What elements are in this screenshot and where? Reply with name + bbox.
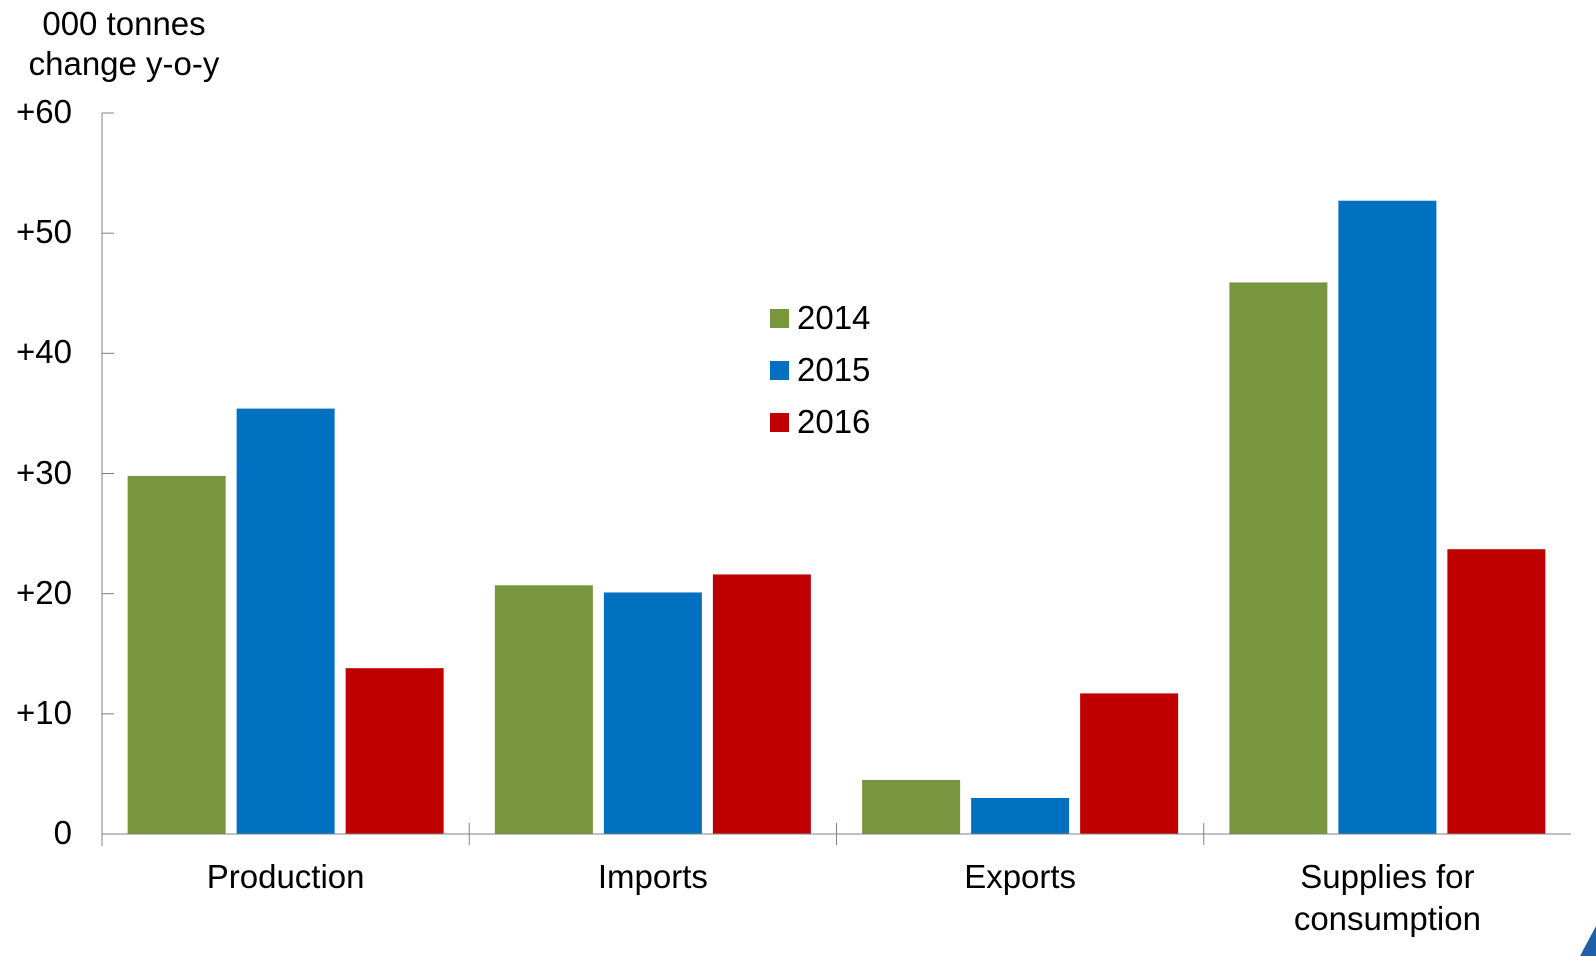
legend-swatch-2015 — [770, 360, 789, 380]
x-category-label-line: Supplies for — [1300, 858, 1475, 895]
y-axis-unit-line-1: 000 tonnes — [42, 5, 206, 42]
bar-2015-2 — [971, 797, 1070, 834]
bar-2014-0 — [127, 475, 226, 834]
legend-item-2015: 2015 — [770, 344, 870, 396]
legend-label-2015: 2015 — [797, 351, 871, 388]
bar-2014-1 — [494, 585, 593, 834]
x-category-label-line: Production — [206, 858, 365, 895]
y-tick-label-6: +60 — [16, 93, 72, 130]
bar-2015-0 — [236, 408, 335, 834]
bar-2014-3 — [1229, 282, 1328, 834]
y-tick-label-1: +10 — [16, 693, 72, 731]
y-tick-label-3: +30 — [16, 453, 72, 491]
x-category-label-2: Exports — [870, 856, 1170, 898]
bar-2016-3 — [1447, 549, 1546, 834]
y-axis-unit-line-2: change y-o-y — [28, 45, 220, 82]
legend-swatch-2014 — [770, 308, 789, 328]
y-tick-label-0: 0 — [53, 814, 72, 851]
legend-label-2016: 2016 — [797, 403, 871, 440]
bar-2015-3 — [1338, 200, 1437, 834]
bar-2016-1 — [712, 574, 811, 834]
y-tick-label-2: +20 — [16, 573, 72, 611]
x-category-label-line: consumption — [1293, 900, 1481, 937]
bar-2016-0 — [345, 668, 444, 834]
legend: 2014 2015 2016 — [770, 292, 870, 448]
x-category-label-line: Imports — [597, 858, 708, 895]
bar-2016-2 — [1080, 693, 1179, 834]
legend-item-2014: 2014 — [770, 292, 870, 344]
logo-corner-mark — [1580, 926, 1596, 956]
x-category-label-line: Exports — [964, 858, 1077, 895]
y-tick-label-4: +40 — [16, 333, 72, 371]
y-tick-label-5: +50 — [16, 213, 72, 251]
x-category-label-3: Supplies for consumption — [1237, 856, 1537, 940]
legend-swatch-2016 — [770, 412, 789, 432]
x-category-label-0: Production — [136, 856, 436, 898]
legend-item-2016: 2016 — [770, 396, 870, 448]
x-category-label-1: Imports — [503, 856, 803, 898]
bar-2014-2 — [862, 779, 961, 834]
legend-label-2014: 2014 — [797, 299, 871, 336]
y-axis-unit-label: 000 tonnes change y-o-y — [14, 4, 234, 84]
bar-2015-1 — [603, 592, 702, 834]
